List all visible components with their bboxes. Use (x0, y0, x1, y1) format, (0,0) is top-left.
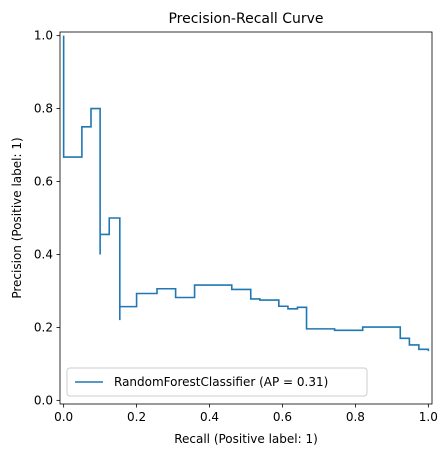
x-tick-label: 0.2 (127, 410, 146, 424)
x-tick-label: 0.0 (54, 410, 73, 424)
y-axis-ticks: 0.0 0.2 0.4 0.6 0.8 1.0 (34, 29, 60, 407)
x-axis-ticks: 0.0 0.2 0.4 0.6 0.8 1.0 (54, 404, 438, 424)
x-tick-label: 1.0 (419, 410, 438, 424)
y-tick-label: 0.6 (34, 175, 53, 189)
x-tick-label: 0.8 (346, 410, 365, 424)
y-axis-label: Precision (Positive label: 1) (10, 137, 24, 298)
y-tick-label: 0.0 (34, 393, 53, 407)
y-tick-label: 0.4 (34, 247, 53, 261)
x-tick-label: 0.4 (200, 410, 219, 424)
plot-area (62, 35, 430, 352)
legend-box (66, 367, 368, 397)
legend: RandomForestClassifier (AP = 0.31) (66, 367, 368, 397)
y-tick-label: 1.0 (34, 29, 53, 43)
y-tick-label: 0.2 (34, 320, 53, 334)
chart-title: Precision-Recall Curve (168, 11, 323, 27)
y-tick-label: 0.8 (34, 102, 53, 116)
x-axis-label: Recall (Positive label: 1) (174, 432, 318, 446)
series-line (62, 35, 430, 352)
legend-label: RandomForestClassifier (AP = 0.31) (114, 375, 328, 389)
plot-frame (59, 31, 433, 405)
x-tick-label: 0.6 (273, 410, 292, 424)
